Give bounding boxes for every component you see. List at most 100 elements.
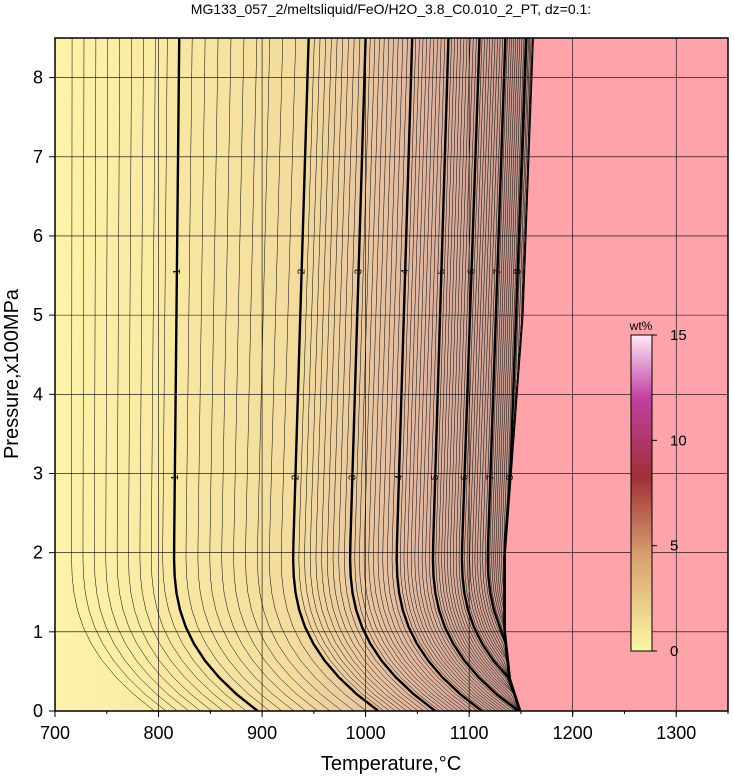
contour-line	[387, 38, 473, 711]
contour-line	[414, 38, 501, 711]
contour-line	[197, 38, 282, 711]
contour-label: 3	[354, 268, 365, 274]
contour-label: 7	[485, 474, 496, 480]
contour-line-major	[460, 38, 522, 711]
contour-line	[484, 38, 521, 711]
y-axis-label: Pressure,x100MPa	[1, 288, 23, 459]
contour-line	[450, 38, 521, 711]
contour-label: 6	[467, 268, 478, 274]
contour-label: 2	[297, 268, 308, 274]
contour-line	[185, 38, 270, 711]
contour-label: 5	[430, 474, 441, 480]
y-tick-label: 4	[33, 384, 43, 404]
contour-line	[441, 38, 521, 711]
contour-line	[269, 38, 355, 711]
contour-label: 3	[347, 474, 358, 480]
contour-line	[309, 38, 396, 711]
contour-line	[344, 38, 430, 711]
contour-label: 4	[394, 474, 405, 480]
y-tick-label: 7	[33, 147, 43, 167]
contour-line	[377, 38, 464, 711]
contour-line	[368, 38, 455, 711]
contour-line	[477, 38, 521, 711]
contour-line	[233, 38, 319, 711]
colorbar: wt% 0 5 10 15	[629, 319, 687, 660]
x-axis-ticks: 700 800 900 1000 1100 1200 1300	[40, 711, 729, 743]
contour-line	[245, 38, 331, 711]
contour-line-major	[172, 38, 259, 711]
contour-line	[452, 38, 521, 711]
contour-line	[151, 38, 235, 711]
x-tick-label: 1000	[346, 723, 386, 743]
contour-lines	[71, 38, 534, 711]
contour-label: 1	[170, 474, 181, 480]
contour-line	[354, 38, 441, 711]
contour-line-major	[291, 38, 380, 711]
contour-label: 6	[459, 474, 470, 480]
y-tick-label: 2	[33, 543, 43, 563]
contour-line	[338, 38, 425, 711]
contour-line	[315, 38, 402, 711]
contour-line	[497, 38, 521, 711]
x-tick-label: 1100	[450, 723, 489, 743]
contour-line-major	[486, 38, 522, 711]
contour-line	[464, 38, 521, 711]
contour-line	[472, 38, 521, 711]
contour-line	[429, 38, 515, 711]
contour-labels: 1 1 2 2 3 3 4 4 5 5 6 6 7 7 8 8	[170, 268, 524, 480]
y-tick-label: 1	[33, 622, 43, 642]
colorbar-tick-label: 10	[670, 432, 687, 449]
contour-label: 4	[400, 268, 411, 274]
contour-line	[257, 38, 343, 711]
colorbar-gradient	[630, 334, 653, 652]
x-tick-label: 800	[144, 723, 174, 743]
contour-line	[455, 38, 521, 711]
contour-line	[373, 38, 459, 711]
contour-line	[418, 38, 504, 711]
contour-line	[382, 38, 469, 711]
contour-line	[458, 38, 521, 711]
melt-region-fill	[55, 38, 534, 711]
colorbar-label: wt%	[629, 319, 653, 333]
x-tick-label: 1300	[656, 723, 696, 743]
contour-label: 2	[290, 474, 301, 480]
contour-label: 5	[436, 268, 447, 274]
contour-line	[466, 38, 521, 711]
contour-line	[410, 38, 497, 711]
contour-line	[479, 38, 521, 711]
contour-label: 8	[513, 268, 524, 274]
contour-label: 1	[172, 268, 183, 274]
contour-line	[425, 38, 511, 711]
grid-lines	[55, 38, 728, 711]
contour-line-major	[431, 38, 519, 711]
contour-line	[438, 38, 521, 711]
contour-line	[304, 38, 390, 711]
contour-line	[105, 38, 190, 711]
contour-line	[435, 38, 521, 711]
contour-line	[94, 38, 178, 711]
contour-label: 8	[505, 474, 516, 480]
contour-line	[162, 38, 247, 711]
contour-line	[474, 38, 521, 711]
contour-line	[71, 38, 155, 711]
contour-line-major	[348, 38, 436, 711]
y-tick-label: 6	[33, 226, 43, 246]
contour-line	[298, 38, 385, 711]
plot-area: 1 1 2 2 3 3 4 4 5 5 6 6 7 7 8 8	[55, 38, 728, 711]
colorbar-tick-label: 5	[670, 538, 678, 555]
contour-line	[403, 38, 490, 711]
liquidus-region-fill	[505, 38, 728, 711]
contour-line	[489, 38, 521, 711]
contour-line	[128, 38, 212, 711]
contour-line	[359, 38, 445, 711]
contour-line	[116, 38, 201, 711]
contour-line	[281, 38, 367, 711]
contour-label: 7	[492, 268, 503, 274]
contour-line	[321, 38, 407, 711]
contour-line	[407, 38, 493, 711]
chart-title: MG133_057_2/meltsliquid/FeO/H2O_3.8_C0.0…	[191, 1, 591, 17]
contour-line	[491, 38, 521, 711]
contour-line	[363, 38, 450, 711]
colorbar-tick-label: 0	[670, 643, 678, 660]
